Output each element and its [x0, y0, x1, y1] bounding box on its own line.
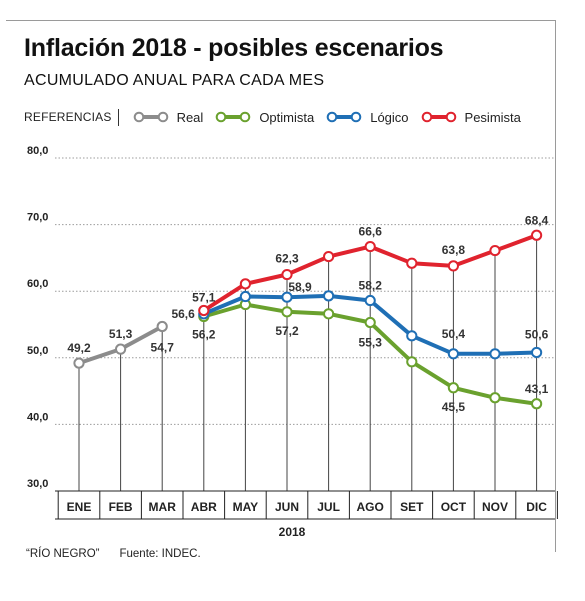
footer-source: Fuente: INDEC. — [119, 548, 200, 560]
x-tick-label: ABR — [191, 500, 217, 514]
footer: “RÍO NEGRO” Fuente: INDEC. — [26, 548, 201, 560]
x-tick-label: MAR — [149, 500, 177, 514]
data-label: 63,8 — [442, 243, 466, 257]
y-tick-label: 80,0 — [27, 145, 48, 157]
x-tick-label: DIC — [526, 500, 547, 514]
data-point — [241, 279, 250, 288]
data-point — [407, 357, 416, 366]
data-point — [241, 292, 250, 301]
data-label: 56,2 — [192, 328, 216, 342]
y-tick-label: 60,0 — [27, 278, 48, 290]
data-point — [74, 359, 83, 368]
data-point — [532, 399, 541, 408]
x-tick-label: AGO — [357, 500, 384, 514]
data-label: 57,1 — [192, 291, 216, 305]
data-point — [366, 296, 375, 305]
data-label: 55,3 — [359, 336, 383, 350]
x-tick-label: JUN — [275, 500, 299, 514]
data-label: 49,2 — [67, 341, 91, 355]
data-point — [282, 270, 291, 279]
data-label: 57,2 — [275, 324, 299, 338]
data-point — [532, 231, 541, 240]
data-label: 45,5 — [442, 400, 466, 414]
data-point — [490, 393, 499, 402]
data-point — [116, 345, 125, 354]
footer-credit: “RÍO NEGRO” — [26, 548, 99, 560]
data-label: 43,1 — [525, 382, 549, 396]
data-point — [449, 383, 458, 392]
x-tick-label: ENE — [67, 500, 92, 514]
x-tick-label: JUL — [317, 500, 340, 514]
x-tick-label: FEB — [109, 500, 133, 514]
data-point — [490, 246, 499, 255]
x-tick-label: MAY — [233, 500, 259, 514]
data-label: 66,6 — [359, 225, 383, 239]
y-tick-label: 40,0 — [27, 411, 48, 423]
data-label: 56,6 — [171, 307, 195, 321]
x-tick-label: NOV — [482, 500, 508, 514]
data-point — [366, 318, 375, 327]
data-point — [324, 291, 333, 300]
data-point — [407, 259, 416, 268]
data-label: 68,4 — [525, 213, 549, 227]
data-point — [449, 349, 458, 358]
data-point — [324, 309, 333, 318]
data-point — [449, 261, 458, 270]
data-point — [199, 306, 208, 315]
x-axis-label: 2018 — [279, 525, 306, 539]
data-label: 54,7 — [151, 340, 175, 354]
x-tick-label: SET — [400, 500, 424, 514]
data-label: 58,9 — [288, 280, 312, 294]
data-label: 50,4 — [442, 327, 466, 341]
x-tick-label: OCT — [441, 500, 467, 514]
y-tick-label: 70,0 — [27, 212, 48, 224]
data-label: 51,3 — [109, 327, 133, 341]
data-label: 62,3 — [275, 252, 299, 266]
data-label: 50,6 — [525, 327, 549, 341]
data-label: 58,2 — [359, 279, 383, 293]
data-point — [282, 307, 291, 316]
data-point — [366, 242, 375, 251]
data-point — [407, 331, 416, 340]
data-point — [490, 349, 499, 358]
data-point — [158, 322, 167, 331]
y-tick-label: 50,0 — [27, 345, 48, 357]
data-point — [532, 348, 541, 357]
data-point — [324, 252, 333, 261]
y-tick-label: 30,0 — [27, 478, 48, 490]
